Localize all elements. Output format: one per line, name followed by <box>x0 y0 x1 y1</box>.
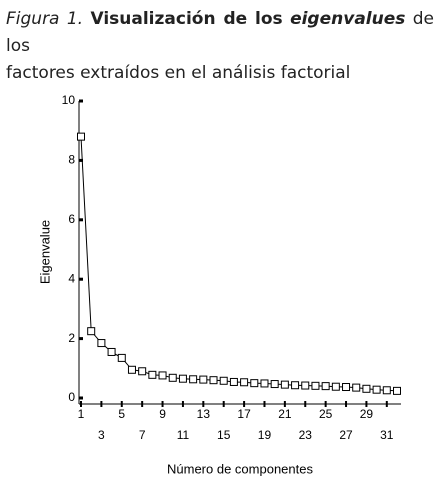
marker <box>97 339 106 348</box>
title-line: Figura 1. Visualización de los eigenvalu… <box>6 6 434 60</box>
marker <box>199 375 208 384</box>
x-tick-label: 25 <box>319 407 333 421</box>
y-tick-label: 10 <box>62 93 76 107</box>
marker <box>250 379 259 388</box>
marker <box>229 377 238 386</box>
y-tick-label: 2 <box>68 331 75 345</box>
line <box>80 136 398 392</box>
marker <box>219 376 228 385</box>
x-tick-label: 29 <box>360 407 374 421</box>
marker <box>77 132 85 141</box>
title-part: Visualización de los <box>90 9 283 29</box>
title-part: eigenvalues <box>290 9 406 29</box>
marker <box>270 380 279 389</box>
title-part: Figura 1. <box>6 9 84 29</box>
x-tick-label: 21 <box>278 407 292 421</box>
x-tick-label: 9 <box>159 407 166 421</box>
x-tick-label: 1 <box>78 407 85 421</box>
marker <box>240 378 249 387</box>
chart-title: Figura 1. Visualización de los eigenvalu… <box>6 6 434 87</box>
marker <box>352 383 361 392</box>
x-tick-label: 19 <box>258 428 272 442</box>
marker <box>342 383 351 392</box>
marker <box>260 379 269 388</box>
marker <box>362 384 371 393</box>
marker <box>291 381 300 390</box>
title-part: factores extraídos en el análisis factor… <box>6 63 351 83</box>
title-part: de los <box>6 9 435 56</box>
marker <box>301 381 310 390</box>
marker <box>117 353 126 362</box>
marker <box>382 386 391 395</box>
x-tick-label: 7 <box>139 428 146 442</box>
x-tick-label: 13 <box>197 407 211 421</box>
marker <box>372 385 381 394</box>
marker <box>168 373 177 382</box>
y-tick-label: 6 <box>68 212 75 226</box>
marker <box>331 382 340 391</box>
marker <box>209 376 218 385</box>
x-tick-label: 27 <box>339 428 353 442</box>
marker <box>148 370 157 379</box>
marker <box>107 347 116 356</box>
x-tick-label: 17 <box>237 407 251 421</box>
marker <box>311 381 320 390</box>
x-tick-label: 31 <box>380 428 394 442</box>
marker <box>127 365 136 374</box>
marker <box>138 367 147 376</box>
x-tick-label: 23 <box>299 428 313 442</box>
y-axis-label: Eigenvalue <box>37 220 52 284</box>
marker <box>189 375 198 384</box>
marker <box>280 380 289 389</box>
x-axis-label: Número de componentes <box>167 461 313 476</box>
x-tick-label: 5 <box>118 407 125 421</box>
y-tick-label: 0 <box>68 390 75 404</box>
marker <box>321 382 330 391</box>
marker <box>87 327 96 336</box>
marker <box>158 371 167 380</box>
marker <box>178 374 187 383</box>
y-tick-label: 8 <box>68 153 75 167</box>
x-tick-label: 3 <box>98 428 105 442</box>
y-tick-label: 4 <box>68 271 75 285</box>
marker <box>393 386 401 395</box>
x-tick-label: 15 <box>217 428 231 442</box>
x-tick-label: 11 <box>177 428 190 442</box>
